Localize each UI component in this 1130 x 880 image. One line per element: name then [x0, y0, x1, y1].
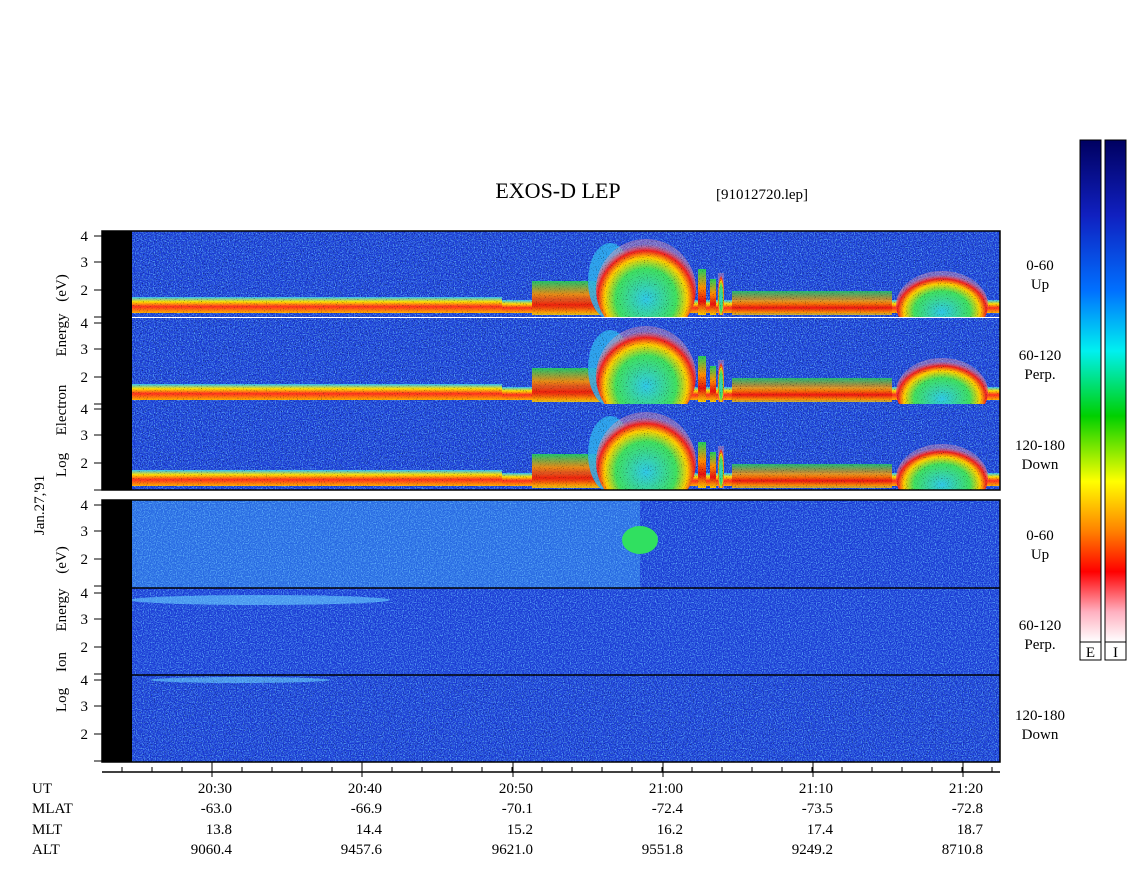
row-value: 15.2 [507, 822, 533, 838]
channel-range: 0-60 [1026, 258, 1054, 274]
axis-label: Energy [54, 313, 70, 357]
colorbar [1104, 139, 1127, 643]
axis-label: (eV) [54, 546, 70, 573]
energy-tick-label: 4 [81, 316, 89, 332]
channel-direction: Perp. [1024, 637, 1055, 653]
row-value: 21:00 [649, 781, 683, 797]
energy-tick-label: 3 [81, 524, 89, 540]
colorbar [1079, 139, 1102, 643]
spectrogram [132, 675, 1000, 762]
row-value: 8710.8 [942, 842, 983, 858]
colorbar-label: I [1113, 645, 1118, 661]
row-value: 21:20 [949, 781, 983, 797]
channel-direction: Perp. [1024, 367, 1055, 383]
date-label: Jan.27,'91 [32, 475, 48, 535]
data-gap [102, 231, 132, 490]
row-label: UT [32, 781, 52, 797]
channel-range: 60-120 [1019, 348, 1062, 364]
colorbar-label-box [1079, 641, 1102, 661]
row-value: 9060.4 [191, 842, 233, 858]
row-value: 20:40 [348, 781, 382, 797]
row-value: -73.5 [802, 801, 833, 817]
spectrogram [130, 595, 390, 605]
title: EXOS-D LEP [495, 178, 620, 203]
data-gap [102, 500, 132, 762]
row-value: 16.2 [657, 822, 683, 838]
row-value: 14.4 [356, 822, 383, 838]
row-value: 9249.2 [792, 842, 833, 858]
ion-panels [101, 499, 1001, 763]
channel-direction: Up [1031, 277, 1049, 293]
row-value: 13.8 [206, 822, 232, 838]
energy-tick-label: 2 [81, 456, 89, 472]
energy-tick-label: 3 [81, 699, 89, 715]
colorbars [1079, 139, 1127, 661]
channel-range: 120-180 [1015, 708, 1065, 724]
row-label: MLAT [32, 801, 73, 817]
row-value: 9621.0 [492, 842, 533, 858]
row-value: 21:10 [799, 781, 833, 797]
file-name: [91012720.lep] [716, 187, 808, 203]
row-label: MLT [32, 822, 62, 838]
row-label: ALT [32, 842, 60, 858]
energy-tick-label: 2 [81, 640, 89, 656]
channel-direction: Down [1022, 727, 1059, 743]
energy-tick-label: 2 [81, 283, 89, 299]
row-value: 9551.8 [642, 842, 683, 858]
row-value: 20:50 [499, 781, 533, 797]
row-value: 20:30 [198, 781, 232, 797]
axis-label: Log [54, 687, 70, 712]
axis-label: (eV) [54, 274, 70, 301]
energy-tick-label: 2 [81, 727, 89, 743]
energy-tick-label: 2 [81, 370, 89, 386]
energy-tick-label: 4 [81, 673, 89, 689]
channel-direction: Up [1031, 547, 1049, 563]
energy-tick-label: 2 [81, 552, 89, 568]
energy-tick-label: 4 [81, 402, 89, 418]
colorbar-label-box [1104, 641, 1127, 661]
energy-tick-label: 4 [81, 498, 89, 514]
panel-frame [101, 230, 1001, 491]
row-value: 18.7 [957, 822, 984, 838]
electron-panels [101, 230, 1001, 512]
axis-label: Energy [54, 588, 70, 632]
colorbar-label: E [1086, 645, 1095, 661]
energy-tick-label: 4 [81, 586, 89, 602]
channel-range: 120-180 [1015, 438, 1065, 454]
energy-tick-label: 3 [81, 428, 89, 444]
channel-direction: Down [1022, 457, 1059, 473]
axis-label: Electron [54, 384, 70, 435]
row-value: 9457.6 [341, 842, 383, 858]
spectrogram [622, 526, 658, 554]
row-value: -63.0 [201, 801, 232, 817]
channel-range: 60-120 [1019, 618, 1062, 634]
channel-range: 0-60 [1026, 528, 1054, 544]
row-value: -72.4 [652, 801, 684, 817]
row-value: 17.4 [807, 822, 834, 838]
energy-tick-label: 3 [81, 342, 89, 358]
energy-tick-label: 4 [81, 229, 89, 245]
spectrogram [132, 404, 1000, 512]
row-value: -70.1 [502, 801, 533, 817]
axis-label: Ion [54, 652, 70, 672]
axis-label: Log [54, 452, 70, 477]
row-value: -72.8 [952, 801, 983, 817]
energy-tick-label: 3 [81, 255, 89, 271]
row-value: -66.9 [351, 801, 382, 817]
energy-tick-label: 3 [81, 612, 89, 628]
panel-frame [101, 499, 1001, 763]
